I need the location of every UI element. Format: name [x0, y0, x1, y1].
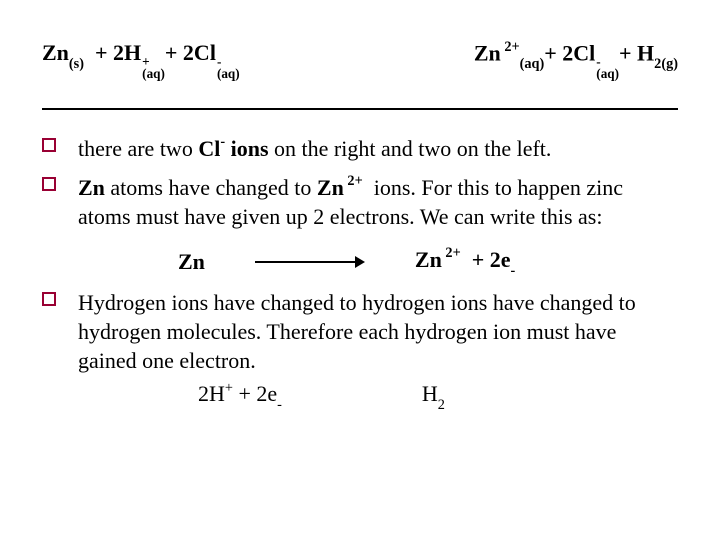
bullet-text: Zn atoms have changed to Zn 2+ ions. For… [78, 175, 623, 229]
bullet-text: there are two Cl- ions on the right and … [78, 136, 551, 161]
half-eq-lhs: Zn [178, 247, 205, 276]
slide-content: there are two Cl- ions on the right and … [42, 134, 678, 413]
half-eq-lhs: 2H+ + 2e- [198, 379, 282, 412]
half-equation-zn: Zn Zn 2+ + 2e- [78, 245, 678, 278]
half-equation-h: 2H+ + 2e- H2 [78, 379, 678, 412]
square-bullet-icon [42, 177, 56, 191]
header-equation: Zn(s) + 2H+(aq)+ 2Cl-(aq) Zn 2+(aq)+ 2Cl… [42, 40, 678, 80]
horizontal-rule [42, 108, 678, 110]
bullet-item: Zn atoms have changed to Zn 2+ ions. For… [78, 173, 678, 278]
square-bullet-icon [42, 138, 56, 152]
bullet-item: Hydrogen ions have changed to hydrogen i… [78, 288, 678, 412]
header-equation-left: Zn(s) + 2H+(aq)+ 2Cl-(aq) [42, 40, 240, 80]
bullet-item: there are two Cl- ions on the right and … [78, 134, 678, 163]
bullet-list: there are two Cl- ions on the right and … [42, 134, 678, 413]
bullet-text: Hydrogen ions have changed to hydrogen i… [78, 290, 636, 373]
half-eq-rhs: Zn 2+ + 2e- [415, 245, 515, 278]
arrow-icon [255, 255, 365, 269]
square-bullet-icon [42, 292, 56, 306]
half-eq-rhs: H2 [422, 379, 445, 412]
header-equation-right: Zn 2+(aq)+ 2Cl-(aq)+ H2(g) [474, 40, 678, 80]
